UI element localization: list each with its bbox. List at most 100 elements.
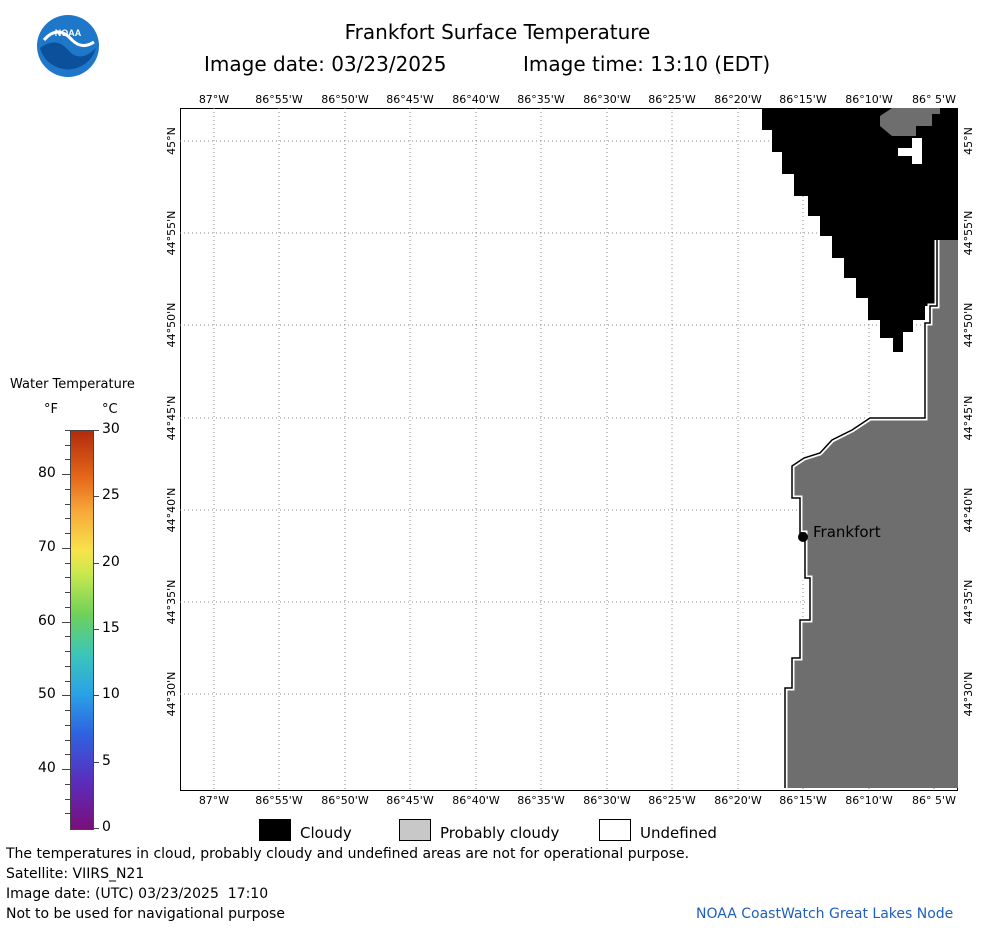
celsius-tick (93, 430, 99, 431)
footer-navigation: Not to be used for navigational purpose (6, 906, 285, 922)
fahrenheit-tick-label: 80 (38, 465, 56, 482)
lat-label: 44°45'N (962, 395, 975, 441)
probably-cloudy-patch (880, 108, 940, 136)
frankfort-marker (798, 532, 808, 542)
fahrenheit-tick (65, 754, 70, 756)
unit-f-label: °F (44, 402, 58, 417)
map-panel: Frankfort (180, 108, 958, 791)
unit-c-label: °C (102, 402, 118, 417)
celsius-tick-label: 0 (102, 819, 111, 835)
fahrenheit-tick (65, 606, 70, 608)
fahrenheit-tick (62, 695, 70, 697)
lon-label: 86°45'W (386, 93, 434, 106)
image-date-label: Image date: 03/23/2025 (204, 52, 447, 76)
lon-label: 86°30'W (583, 93, 631, 106)
footer-note: The temperatures in cloud, probably clou… (6, 846, 690, 862)
fahrenheit-tick (65, 577, 70, 579)
fahrenheit-tick-label: 70 (38, 538, 56, 555)
lat-label: 44°30'N (165, 671, 178, 717)
fahrenheit-tick (65, 710, 70, 712)
fahrenheit-tick (65, 739, 70, 741)
lat-label: 44°40'N (165, 487, 178, 533)
fahrenheit-tick (65, 444, 70, 446)
fahrenheit-tick (65, 680, 70, 682)
lat-label: 44°55'N (962, 210, 975, 256)
lon-label: 86°20'W (714, 794, 762, 807)
colorbar-title: Water Temperature (10, 377, 135, 392)
lat-label: 44°50'N (962, 302, 975, 348)
lon-label: 86°25'W (648, 794, 696, 807)
fahrenheit-tick (62, 769, 70, 771)
svg-text:NOAA: NOAA (55, 28, 82, 38)
lon-label: 86° 5'W (912, 794, 956, 807)
lon-label: 86°50'W (321, 93, 369, 106)
page-title: Frankfort Surface Temperature (344, 20, 651, 44)
celsius-tick-label: 15 (102, 620, 120, 636)
fahrenheit-tick (62, 621, 70, 623)
fahrenheit-tick (65, 430, 70, 431)
celsius-tick (93, 562, 99, 564)
fahrenheit-tick (62, 547, 70, 549)
lon-label: 86°55'W (255, 794, 303, 807)
lon-label: 86°40'W (452, 93, 500, 106)
legend-probably-cloudy-label: Probably cloudy (440, 824, 560, 842)
footer-satellite: Satellite: VIIRS_N21 (6, 866, 145, 882)
legend-cloudy-swatch (259, 819, 291, 841)
lon-label: 86°35'W (517, 93, 565, 106)
lon-label: 86°50'W (321, 794, 369, 807)
fahrenheit-tick (65, 813, 70, 815)
fahrenheit-tick (65, 665, 70, 667)
fahrenheit-tick (65, 592, 70, 594)
lon-label: 86°15'W (779, 93, 827, 106)
lon-label: 86°15'W (779, 794, 827, 807)
legend-cloudy-label: Cloudy (300, 824, 352, 842)
lat-label: 44°35'N (962, 579, 975, 625)
celsius-tick (93, 828, 99, 829)
noaa-logo: NOAA (36, 14, 100, 78)
fahrenheit-tick (65, 488, 70, 490)
celsius-tick (93, 629, 99, 630)
lon-label: 86° 5'W (912, 93, 956, 106)
fahrenheit-tick-label: 50 (38, 686, 56, 703)
image-time-label: Image time: 13:10 (EDT) (523, 52, 771, 76)
legend-probably-cloudy-swatch (399, 819, 431, 841)
lat-label: 44°40'N (962, 487, 975, 533)
fahrenheit-tick (65, 783, 70, 785)
lon-label: 87°W (198, 794, 230, 807)
lon-label: 87°W (198, 93, 230, 106)
fahrenheit-tick-label: 60 (38, 612, 56, 629)
lat-label: 44°45'N (165, 395, 178, 441)
celsius-tick-label: 20 (102, 553, 120, 570)
fahrenheit-tick (65, 503, 70, 505)
legend-undefined-label: Undefined (640, 824, 717, 842)
lat-label: 44°30'N (962, 671, 975, 717)
celsius-tick-label: 5 (102, 752, 111, 769)
fahrenheit-tick (65, 724, 70, 726)
celsius-tick-label: 30 (102, 421, 120, 437)
footer-image-date: Image date: (UTC) 03/23/2025 17:10 (6, 886, 269, 902)
lat-label: 45°N (165, 127, 178, 155)
fahrenheit-tick (65, 636, 70, 638)
fahrenheit-tick (65, 798, 70, 800)
fahrenheit-tick (62, 474, 70, 476)
fahrenheit-tick (65, 459, 70, 461)
land-region (785, 240, 958, 788)
fahrenheit-tick (65, 562, 70, 564)
fahrenheit-tick (65, 651, 70, 653)
lon-label: 86°20'W (714, 93, 762, 106)
cloudy-region (762, 108, 958, 352)
celsius-tick-label: 25 (102, 487, 120, 504)
legend-undefined-swatch (599, 819, 631, 841)
lon-label: 86°25'W (648, 93, 696, 106)
footer-node-link[interactable]: NOAA CoastWatch Great Lakes Node (696, 906, 954, 922)
lon-label: 86°10'W (845, 93, 893, 106)
fahrenheit-tick-label: 40 (38, 760, 56, 777)
lat-label: 44°35'N (165, 579, 178, 625)
lat-label: 44°50'N (165, 302, 178, 348)
fahrenheit-tick (65, 518, 70, 520)
lon-label: 86°40'W (452, 794, 500, 807)
lat-label: 44°55'N (165, 210, 178, 256)
celsius-tick (93, 496, 99, 498)
undefined-patch (898, 138, 922, 164)
celsius-tick (93, 761, 99, 763)
